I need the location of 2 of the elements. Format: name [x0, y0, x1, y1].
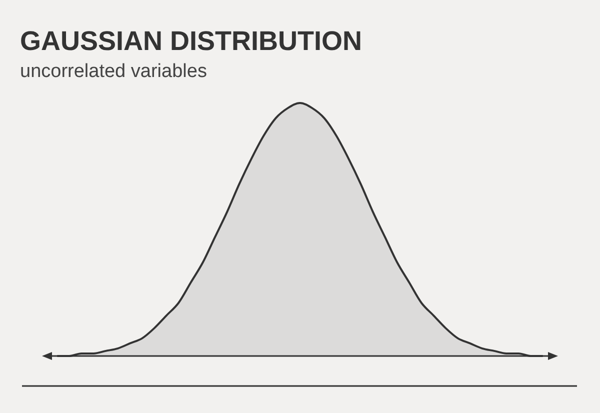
chart-title: GAUSSIAN DISTRIBUTION	[20, 26, 362, 56]
chart-subtitle: uncorrelated variables	[20, 61, 207, 82]
